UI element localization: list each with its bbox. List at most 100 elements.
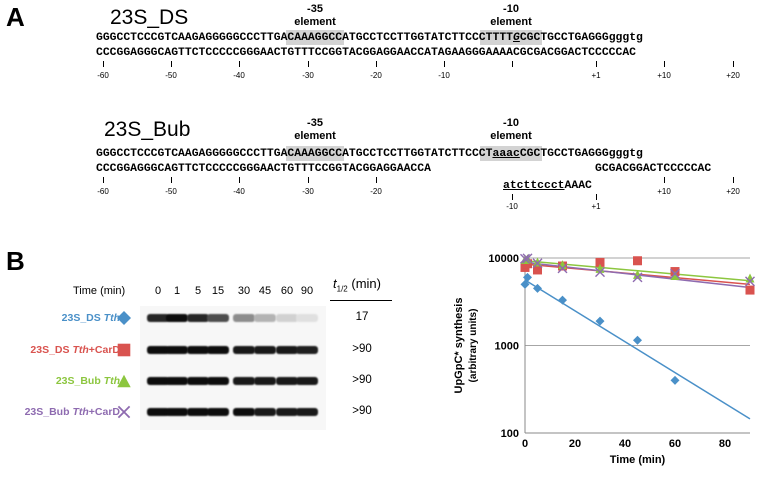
lane-label: 23S_Bub Tth+CarD (25, 406, 120, 418)
time-point: 30 (237, 285, 251, 297)
legend-triangle-icon (117, 374, 131, 388)
tick (239, 61, 240, 67)
seq-segment: CGCTGCCTGAGGG (519, 32, 609, 44)
minus35-element-label: -35 element (285, 117, 345, 143)
lane-label: 23S_DS Tth (62, 312, 120, 324)
tick (239, 177, 240, 183)
tick (733, 61, 734, 67)
tick-label: -30 (302, 71, 314, 80)
element-num: -35 (307, 117, 323, 129)
t-half-value: >90 (352, 343, 372, 355)
seq-segment: CGCTGCCTGAGGG (519, 148, 609, 160)
tick (308, 61, 309, 67)
data-point (633, 335, 642, 345)
bottom-strand: CCCGGAGGGCAGTTCTCCCCCGGGAACTGTTTCCGGTACG… (96, 47, 637, 59)
bubble-segment: aaac (492, 148, 520, 160)
data-point (595, 267, 605, 278)
tick-label: -30 (302, 187, 314, 196)
tick-label: -60 (97, 71, 109, 80)
element-word: element (294, 130, 336, 142)
tick (512, 61, 513, 67)
x-tick-label: 40 (619, 438, 631, 450)
lane-label-suffix: +CarD (88, 406, 120, 418)
lane-label-prefix: 23S_Bub (24, 406, 73, 418)
seq-segment: AAGGCCATGCCTCCTTGG (301, 32, 425, 44)
time-point: 15 (211, 285, 225, 297)
y-tick-label: 100 (501, 428, 519, 440)
lane-label-species: Tth (103, 375, 120, 387)
bottom-strand-left: CCCGGAGGGCAGTTCTCCCCCGGGAACTGTTTCCGGTACG… (96, 163, 431, 175)
data-point (523, 272, 532, 282)
element-word: element (294, 16, 336, 28)
tick (171, 61, 172, 67)
seq-segment: TTGACA (260, 148, 302, 160)
t-half-symbol: t (333, 276, 337, 291)
element-word: element (490, 16, 532, 28)
x-tick-label: 80 (719, 438, 731, 450)
minus35-highlight (286, 146, 344, 161)
t-half-rule (330, 300, 392, 301)
t-half-value: 17 (355, 311, 369, 323)
minus35-element-label: -35 element (285, 3, 345, 29)
seq-segment: GGGCCTCCCGTCAAGAGGGGGCCC (96, 148, 261, 160)
seq-segment: TATCTT (424, 32, 466, 44)
t-half-subscript: 1/2 (336, 284, 348, 294)
lane-label-species: Tth (103, 312, 120, 324)
legend-diamond-icon (117, 311, 131, 325)
tick-label: -40 (233, 187, 245, 196)
top-strand: GGGCCTCCCGTCAAGAGGGGGCCCTTGACAAAGGCCATGC… (96, 32, 643, 44)
seq-segment: CCCTTTT (465, 32, 513, 44)
panel-b-letter: B (6, 246, 25, 276)
time-point: 45 (258, 285, 272, 297)
minus10-highlight (480, 30, 542, 45)
data-point (633, 269, 642, 279)
tick (103, 61, 104, 67)
time-point-row: 0 1 5 15 30 45 60 90 (0, 285, 330, 299)
tick-label: -50 (165, 71, 177, 80)
x-axis-label: Time (min) (610, 454, 666, 466)
data-point (632, 272, 643, 283)
legend-x-icon (117, 405, 131, 419)
bubble-strand: atcttccctAAAC (503, 180, 592, 192)
construct-1-name: 23S_DS (110, 6, 189, 29)
data-point (558, 295, 567, 305)
lane-label-prefix: 23S_DS (30, 344, 73, 356)
data-point (670, 268, 680, 279)
tick (596, 194, 597, 200)
element-num: -10 (503, 3, 519, 15)
panel-a-letter: A (6, 2, 25, 32)
legend-square-icon (117, 343, 131, 357)
data-point (520, 253, 530, 264)
seq-segment: gggtg (608, 32, 643, 44)
data-point (670, 271, 680, 281)
data-point (745, 276, 755, 287)
minus35-highlight (286, 30, 344, 45)
position-scale-1: -60 -50 -40 -30 -20 -10 +1 +10 +20 (0, 61, 760, 87)
tick (596, 61, 597, 67)
tick-label: -10 (438, 71, 450, 80)
tick (664, 61, 665, 67)
lane-label-species: Tth (72, 344, 89, 356)
data-point (745, 285, 755, 295)
tick-label: -40 (233, 71, 245, 80)
tick-label: +20 (726, 71, 740, 80)
data-point (745, 273, 755, 283)
tick-label: +10 (657, 187, 671, 196)
construct-2-name: 23S_Bub (104, 118, 191, 141)
data-point (633, 256, 642, 266)
time-header: Time (min) (73, 285, 126, 297)
element-num: -10 (503, 117, 519, 129)
lane-label-prefix: 23S_Bub (55, 375, 104, 387)
data-point (595, 316, 605, 326)
data-point (670, 375, 680, 385)
tick-label: -20 (370, 187, 382, 196)
t-half-value: >90 (352, 374, 372, 386)
bubble-segment: atcttccct (503, 180, 565, 192)
top-strand: GGGCCTCCCGTCAAGAGGGGGCCCTTGACAAAGGCCATGC… (96, 148, 643, 160)
y-axis-label-units: (arbitrary units) (468, 309, 479, 383)
position-scale-2: -60 -50 -40 -30 -20 +10 +20 (0, 177, 760, 203)
data-point (557, 263, 568, 274)
tick-label: +10 (657, 71, 671, 80)
seq-segment: TTGACA (260, 32, 302, 44)
tick (733, 177, 734, 183)
